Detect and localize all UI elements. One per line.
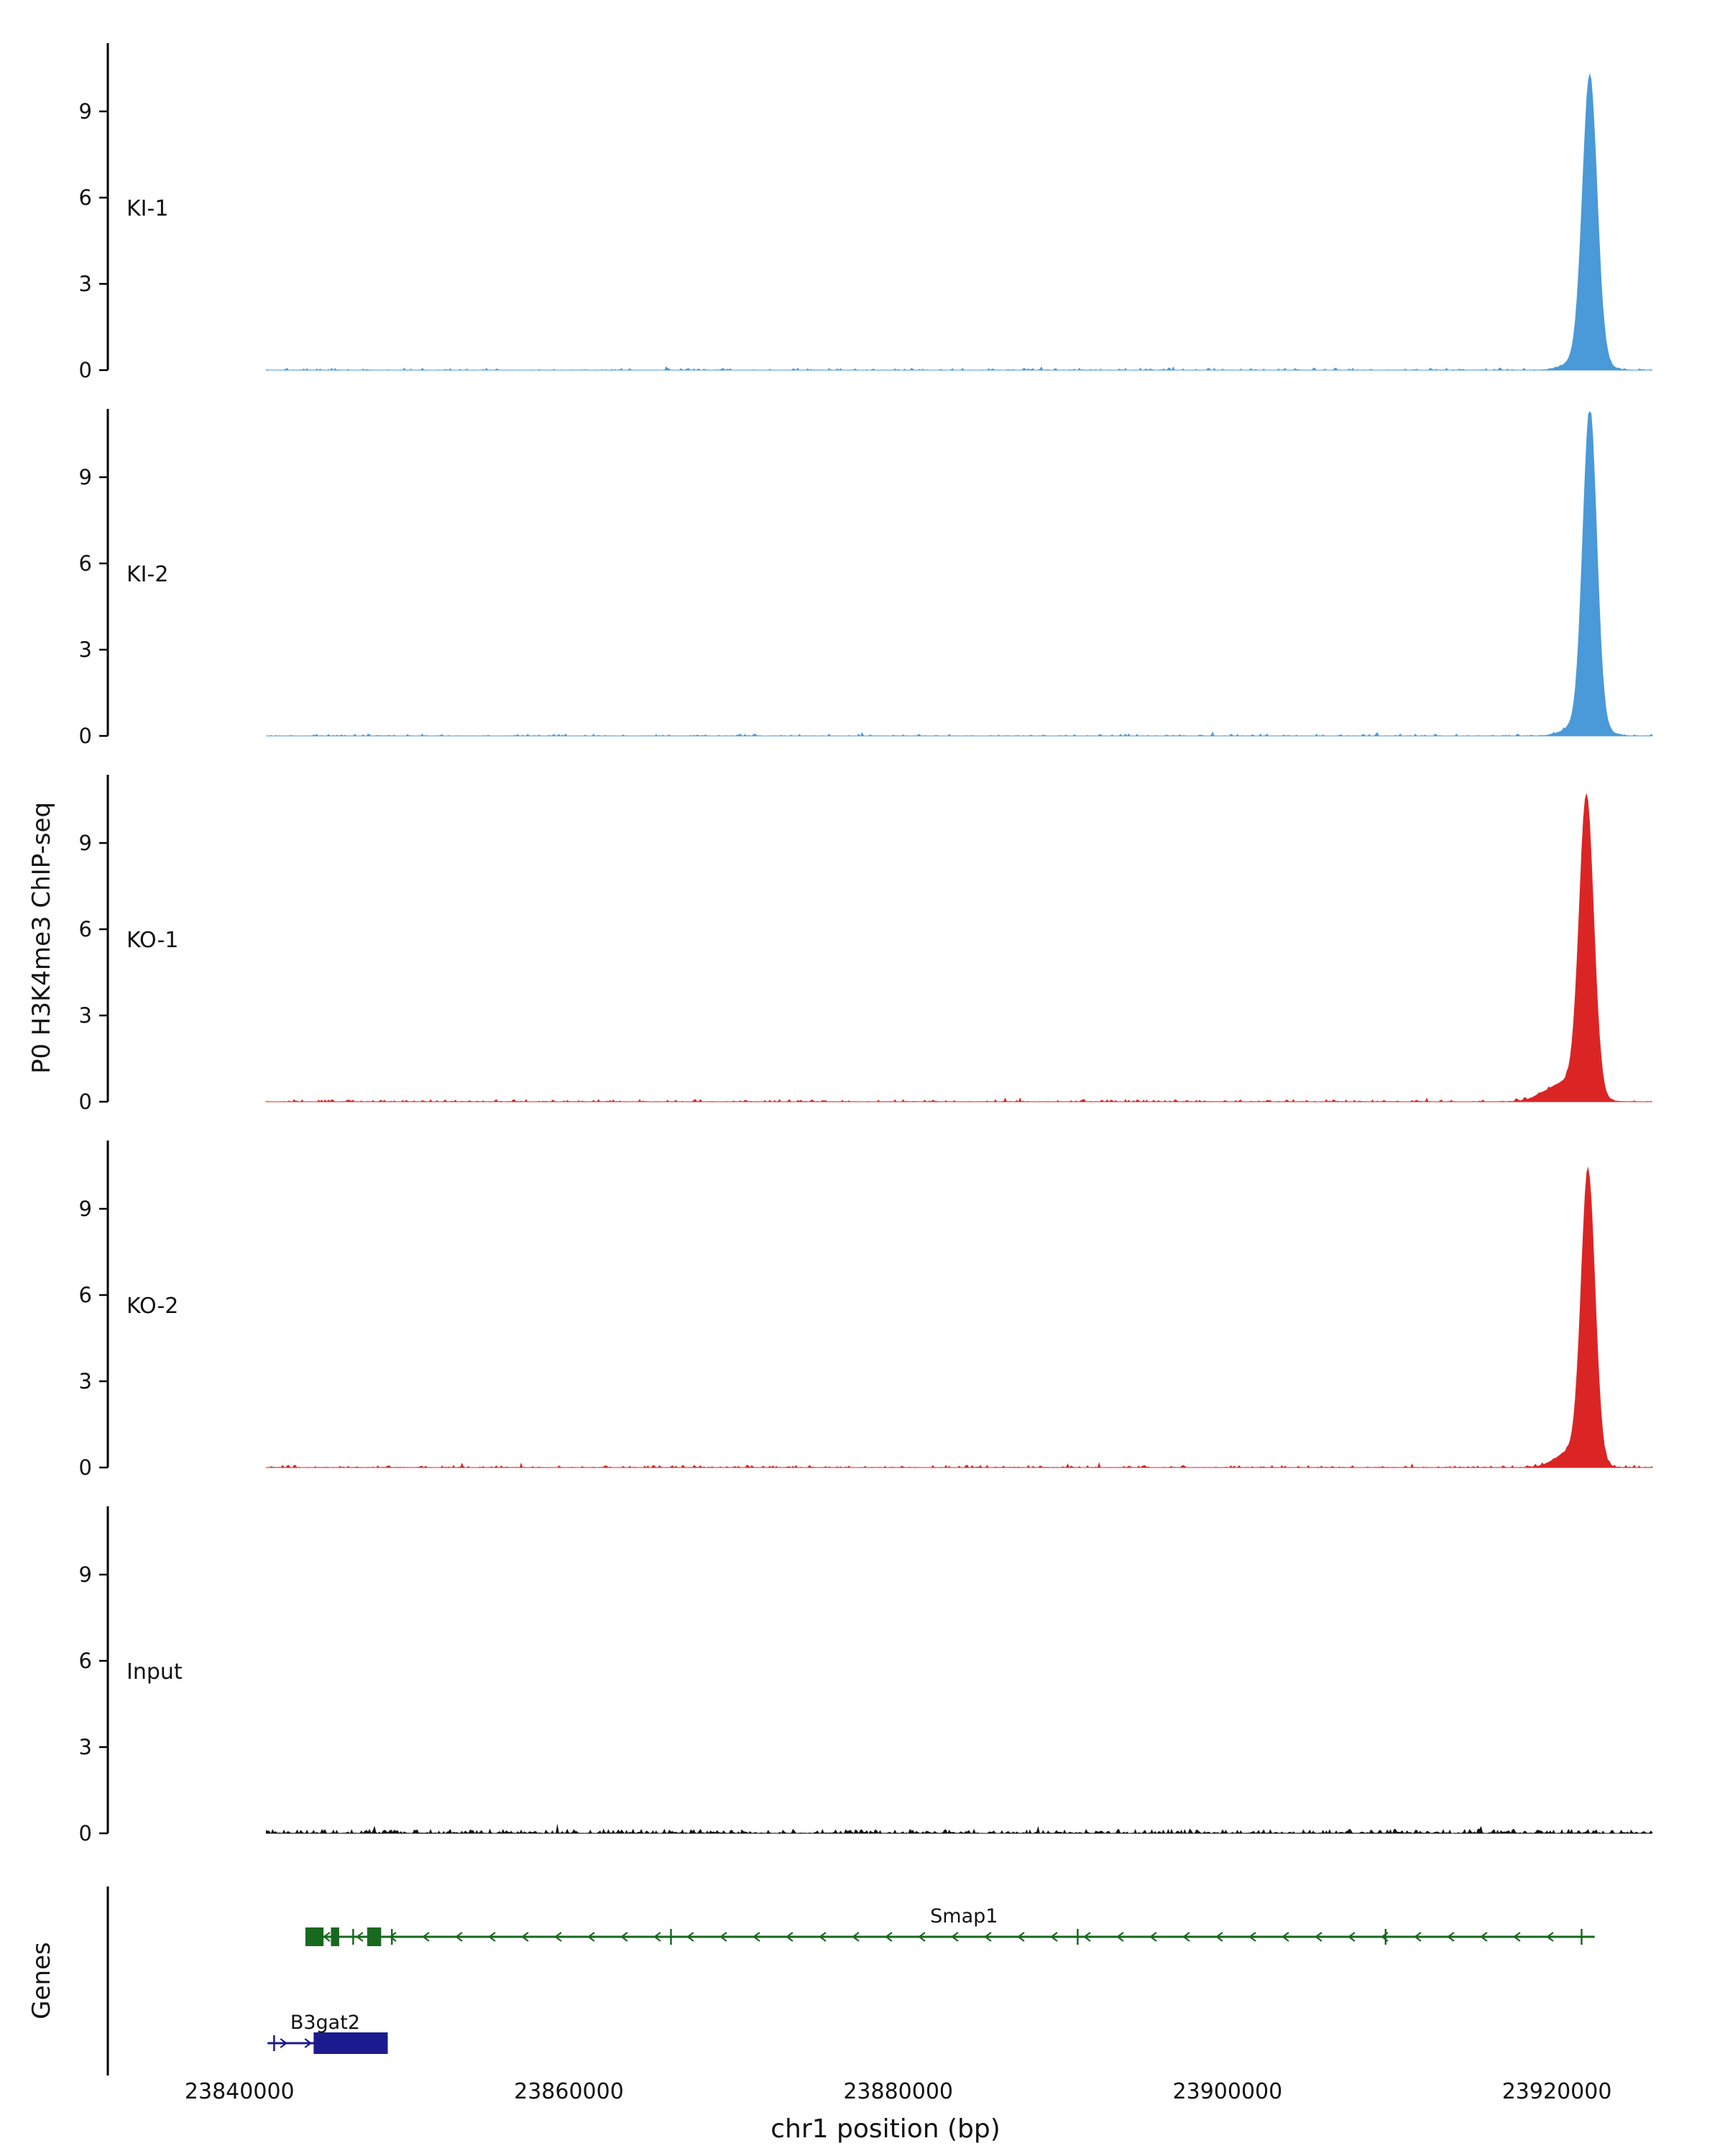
strand-arrow-icon <box>280 2038 288 2048</box>
exon-block <box>367 1927 382 1946</box>
strand-arrow-icon <box>587 1932 595 1942</box>
strand-arrow-icon <box>488 1932 496 1942</box>
y-tick-label: 0 <box>79 358 92 382</box>
strand-arrow-icon <box>1248 1932 1256 1942</box>
strand-arrow-icon <box>1116 1932 1124 1942</box>
y-tick-label: 3 <box>79 1003 92 1028</box>
track-label: KI-1 <box>126 196 168 221</box>
y-tick-label: 6 <box>79 1283 92 1307</box>
strand-arrow-icon <box>304 2038 313 2048</box>
x-tick-label: 23840000 <box>185 2079 295 2104</box>
track-label: KI-2 <box>126 562 168 587</box>
track-label: KO-2 <box>126 1294 178 1319</box>
strand-arrow-icon <box>1480 1932 1488 1942</box>
gene-name-label: Smap1 <box>930 1905 998 1927</box>
strand-arrow-icon <box>885 1932 893 1942</box>
y-tick-label: 3 <box>79 1735 92 1759</box>
strand-arrow-icon <box>984 1932 992 1942</box>
track-panel-KO-1: 0 3 6 9 KO-1 <box>79 775 1652 1114</box>
track-label: Input <box>126 1659 183 1685</box>
y-tick-label: 0 <box>79 1821 92 1846</box>
track-panel-KO-2: 0 3 6 9 KO-2 <box>79 1141 1652 1480</box>
x-axis-title: chr1 position (bp) <box>770 2114 1000 2144</box>
strand-arrow-icon <box>389 1932 397 1942</box>
strand-arrow-icon <box>786 1932 794 1942</box>
strand-arrow-icon <box>1017 1932 1025 1942</box>
y-tick-label: 9 <box>79 831 92 855</box>
strand-arrow-icon <box>1546 1932 1554 1942</box>
strand-arrow-icon <box>819 1932 827 1942</box>
strand-arrow-icon <box>521 1932 529 1942</box>
y-tick-label: 3 <box>79 637 92 662</box>
strand-arrow-icon <box>323 1932 331 1942</box>
track-panel-KI-1: 0 3 6 9 KI-1 <box>79 43 1652 382</box>
strand-arrow-icon <box>554 1932 562 1942</box>
x-tick-label: 23900000 <box>1173 2079 1283 2104</box>
strand-arrow-icon <box>918 1932 926 1942</box>
x-axis-ticks: 23840000 23860000 23880000 23900000 23920000 <box>185 2079 1612 2104</box>
exon-block <box>313 2032 388 2054</box>
strand-arrow-icon <box>1149 1932 1157 1942</box>
x-tick-label: 23860000 <box>514 2079 624 2104</box>
y-tick-label: 6 <box>79 1649 92 1673</box>
y-tick-label: 3 <box>79 1369 92 1393</box>
signal-area-Input <box>265 1823 1652 1833</box>
strand-arrow-icon <box>1282 1932 1289 1942</box>
strand-arrow-icon <box>1050 1932 1058 1942</box>
genes-panel: Smap1 B3gat2 <box>106 1886 1595 2076</box>
x-tick-label: 23920000 <box>1502 2079 1612 2104</box>
y-tick-label: 6 <box>79 185 92 210</box>
y-tick-label: 9 <box>79 99 92 124</box>
gene-B3gat2: B3gat2 <box>267 2012 388 2054</box>
strand-arrow-icon <box>951 1932 959 1942</box>
strand-arrow-icon <box>1348 1932 1356 1942</box>
y-tick-label: 0 <box>79 1455 92 1480</box>
exon-block <box>331 1927 339 1946</box>
strand-arrow-icon <box>455 1932 463 1942</box>
track-panel-Input: 0 3 6 9 Input <box>79 1506 1652 1846</box>
strand-arrow-icon <box>356 1932 364 1942</box>
track-label: KO-1 <box>126 928 178 953</box>
signal-area-KO-1 <box>265 793 1652 1102</box>
y-axis-title: P0 H3K4me3 ChIP-seq <box>27 801 56 1074</box>
y-tick-label: 6 <box>79 917 92 941</box>
signal-area-KO-2 <box>265 1166 1652 1468</box>
strand-arrow-icon <box>1083 1932 1091 1942</box>
signal-area-KI-2 <box>265 411 1652 736</box>
signal-area-KI-1 <box>265 73 1652 371</box>
y-tick-label: 6 <box>79 551 92 576</box>
strand-arrow-icon <box>719 1932 727 1942</box>
exon-block <box>305 1927 324 1946</box>
track-panel-KI-2: 0 3 6 9 KI-2 <box>79 409 1652 748</box>
x-tick-label: 23880000 <box>843 2079 953 2104</box>
y-tick-label: 0 <box>79 1089 92 1114</box>
y-tick-label: 0 <box>79 724 92 748</box>
strand-arrow-icon <box>753 1932 760 1942</box>
y-tick-label: 3 <box>79 272 92 296</box>
y-tick-label: 9 <box>79 1562 92 1587</box>
y-tick-label: 9 <box>79 465 92 489</box>
strand-arrow-icon <box>1447 1932 1455 1942</box>
strand-arrow-icon <box>1315 1932 1322 1942</box>
strand-arrow-icon <box>686 1932 694 1942</box>
strand-arrow-icon <box>852 1932 860 1942</box>
strand-arrow-icon <box>653 1932 661 1942</box>
genes-axis-title: Genes <box>27 1942 56 2019</box>
gene-name-label: B3gat2 <box>290 2012 360 2034</box>
strand-arrow-icon <box>422 1932 430 1942</box>
strand-arrow-icon <box>1414 1932 1422 1942</box>
strand-arrow-icon <box>1182 1932 1190 1942</box>
strand-arrow-icon <box>1215 1932 1223 1942</box>
gene-Smap1: Smap1 <box>305 1905 1595 1946</box>
y-tick-label: 9 <box>79 1197 92 1221</box>
strand-arrow-icon <box>1513 1932 1521 1942</box>
strand-arrow-icon <box>620 1932 628 1942</box>
